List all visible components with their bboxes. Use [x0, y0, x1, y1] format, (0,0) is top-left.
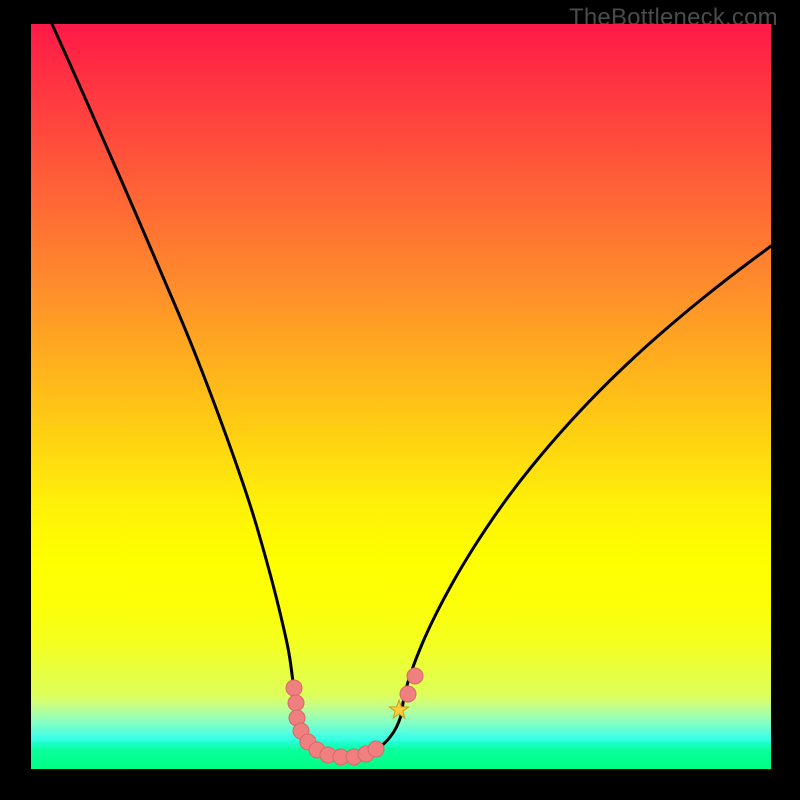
curve-left — [52, 24, 296, 702]
plot-area — [31, 24, 771, 769]
curve-right — [403, 246, 771, 703]
marker-star — [389, 700, 408, 718]
marker-point — [368, 741, 384, 757]
overlay-svg — [31, 24, 771, 769]
chart-canvas: TheBottleneck.com — [0, 0, 800, 800]
marker-point — [400, 686, 416, 702]
marker-point — [407, 668, 423, 684]
marker-point — [286, 680, 302, 696]
marker-point — [288, 695, 304, 711]
